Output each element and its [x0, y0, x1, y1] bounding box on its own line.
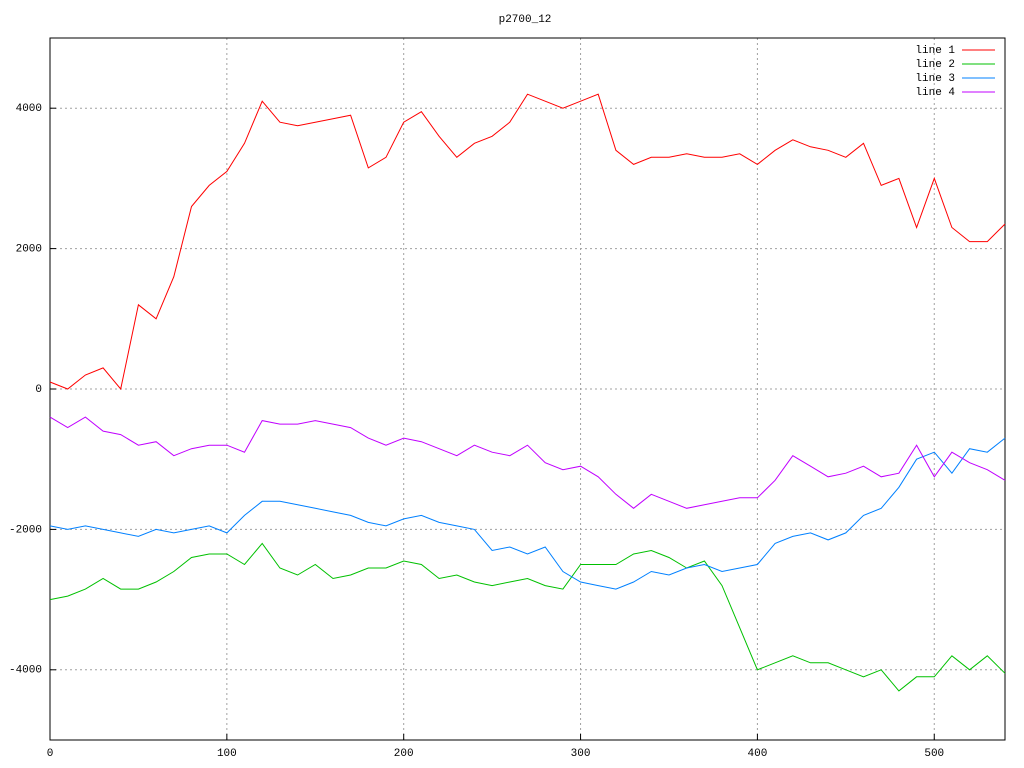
legend-label: line 4: [915, 87, 955, 99]
data-line: [49, 437, 1006, 590]
x-tick-label: 300: [571, 748, 591, 760]
data-line: [49, 542, 1006, 692]
chart-title: p2700_12: [499, 14, 552, 26]
y-tick-label: 2000: [16, 244, 42, 256]
x-tick-label: 200: [394, 748, 414, 760]
legend-label: line 2: [915, 59, 955, 71]
data-line: [49, 416, 1006, 509]
plot-frame: [49, 37, 1006, 741]
x-tick-label: 400: [748, 748, 768, 760]
x-tick-label: 0: [47, 748, 54, 760]
y-tick-label: -2000: [9, 524, 42, 536]
legend-label: line 3: [915, 73, 955, 85]
y-tick-label: 0: [35, 384, 42, 396]
x-tick-label: 500: [924, 748, 944, 760]
data-line: [49, 93, 1006, 391]
legend-label: line 1: [915, 45, 955, 57]
y-tick-label: 4000: [16, 103, 42, 115]
x-tick-label: 100: [217, 748, 237, 760]
y-tick-label: -4000: [9, 665, 42, 677]
